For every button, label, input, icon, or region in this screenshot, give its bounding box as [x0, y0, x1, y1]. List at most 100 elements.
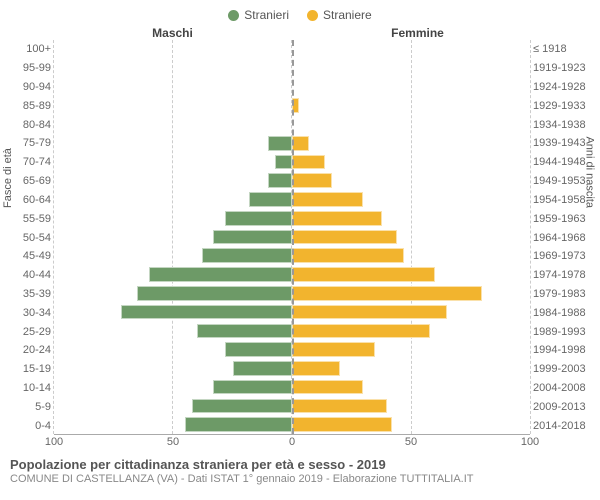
bar-male	[225, 211, 292, 226]
bar-male	[268, 173, 292, 188]
x-axis: 050100 50100	[54, 435, 530, 451]
legend-swatch-female	[307, 10, 318, 21]
birth-label: 1964-1968	[533, 228, 590, 247]
bar-female	[292, 361, 340, 376]
birth-label: 1949-1953	[533, 172, 590, 191]
birth-label: 1924-1928	[533, 78, 590, 97]
age-label: 5-9	[10, 397, 51, 416]
bars-area	[54, 40, 530, 435]
bar-female	[292, 417, 392, 432]
birth-label: 1994-1998	[533, 341, 590, 360]
age-label: 50-54	[10, 228, 51, 247]
bar-male	[233, 361, 293, 376]
age-label: 15-19	[10, 360, 51, 379]
bar-male	[197, 324, 292, 339]
age-label: 20-24	[10, 341, 51, 360]
bar-male	[249, 192, 292, 207]
age-label: 85-89	[10, 96, 51, 115]
birth-label: 1954-1958	[533, 191, 590, 210]
age-label: 35-39	[10, 285, 51, 304]
birth-label: 2004-2008	[533, 379, 590, 398]
age-label: 45-49	[10, 247, 51, 266]
birth-label: ≤ 1918	[533, 40, 590, 59]
age-label: 0-4	[10, 416, 51, 435]
bar-male	[121, 305, 292, 320]
y-axis-age: 100+95-9990-9485-8980-8475-7970-7465-696…	[10, 40, 54, 435]
birth-label: 1944-1948	[533, 153, 590, 172]
birth-label: 1959-1963	[533, 209, 590, 228]
birth-label: 2014-2018	[533, 416, 590, 435]
x-tick: 50	[405, 436, 417, 448]
legend-swatch-male	[228, 10, 239, 21]
bar-male	[202, 248, 292, 263]
legend: Stranieri Straniere	[10, 8, 590, 22]
legend-item-male: Stranieri	[228, 8, 289, 22]
bar-female	[292, 286, 482, 301]
age-label: 95-99	[10, 59, 51, 78]
bar-female	[292, 305, 447, 320]
birth-label: 1989-1993	[533, 322, 590, 341]
bar-female	[292, 230, 397, 245]
bar-male	[185, 417, 292, 432]
plot-area: Fasce di età Anni di nascita 100+95-9990…	[10, 40, 590, 435]
bar-female	[292, 155, 325, 170]
column-headers: Maschi Femmine	[10, 26, 590, 40]
birth-label: 1979-1983	[533, 285, 590, 304]
population-pyramid-chart: Stranieri Straniere Maschi Femmine Fasce…	[0, 0, 600, 500]
bar-female	[292, 399, 387, 414]
bar-male	[268, 136, 292, 151]
age-label: 75-79	[10, 134, 51, 153]
bar-male	[213, 230, 292, 245]
x-tick: 50	[167, 436, 179, 448]
bar-male	[137, 286, 292, 301]
bar-female	[292, 192, 363, 207]
birth-label: 2009-2013	[533, 397, 590, 416]
chart-title: Popolazione per cittadinanza straniera p…	[10, 457, 590, 472]
birth-label: 1919-1923	[533, 59, 590, 78]
age-label: 60-64	[10, 191, 51, 210]
x-tick: 100	[521, 436, 539, 448]
bar-male	[275, 155, 292, 170]
bar-male	[149, 267, 292, 282]
bar-female	[292, 136, 309, 151]
age-label: 30-34	[10, 303, 51, 322]
header-male: Maschi	[10, 26, 295, 40]
footer: Popolazione per cittadinanza straniera p…	[10, 457, 590, 485]
bar-female	[292, 211, 382, 226]
birth-label: 1999-2003	[533, 360, 590, 379]
y-axis-title-left: Fasce di età	[2, 148, 14, 208]
age-label: 25-29	[10, 322, 51, 341]
birth-label: 1969-1973	[533, 247, 590, 266]
bar-female	[292, 173, 332, 188]
age-label: 70-74	[10, 153, 51, 172]
age-label: 90-94	[10, 78, 51, 97]
center-line	[292, 40, 294, 434]
age-label: 80-84	[10, 115, 51, 134]
birth-label: 1934-1938	[533, 115, 590, 134]
x-tick: 100	[45, 436, 63, 448]
bar-female	[292, 324, 430, 339]
bar-male	[192, 399, 292, 414]
bar-female	[292, 248, 404, 263]
bar-female	[292, 267, 435, 282]
y-axis-title-right: Anni di nascita	[584, 136, 596, 208]
bar-female	[292, 380, 363, 395]
age-label: 10-14	[10, 379, 51, 398]
age-label: 55-59	[10, 209, 51, 228]
age-label: 100+	[10, 40, 51, 59]
bar-male	[213, 380, 292, 395]
age-label: 65-69	[10, 172, 51, 191]
chart-subtitle: COMUNE DI CASTELLANZA (VA) - Dati ISTAT …	[10, 473, 590, 485]
birth-label: 1974-1978	[533, 266, 590, 285]
bar-female	[292, 342, 375, 357]
birth-label: 1984-1988	[533, 303, 590, 322]
birth-label: 1939-1943	[533, 134, 590, 153]
age-label: 40-44	[10, 266, 51, 285]
legend-item-female: Straniere	[307, 8, 372, 22]
y-axis-birth: ≤ 19181919-19231924-19281929-19331934-19…	[530, 40, 590, 435]
birth-label: 1929-1933	[533, 96, 590, 115]
legend-label-male: Stranieri	[244, 8, 289, 22]
bar-male	[225, 342, 292, 357]
legend-label-female: Straniere	[323, 8, 372, 22]
header-female: Femmine	[295, 26, 590, 40]
